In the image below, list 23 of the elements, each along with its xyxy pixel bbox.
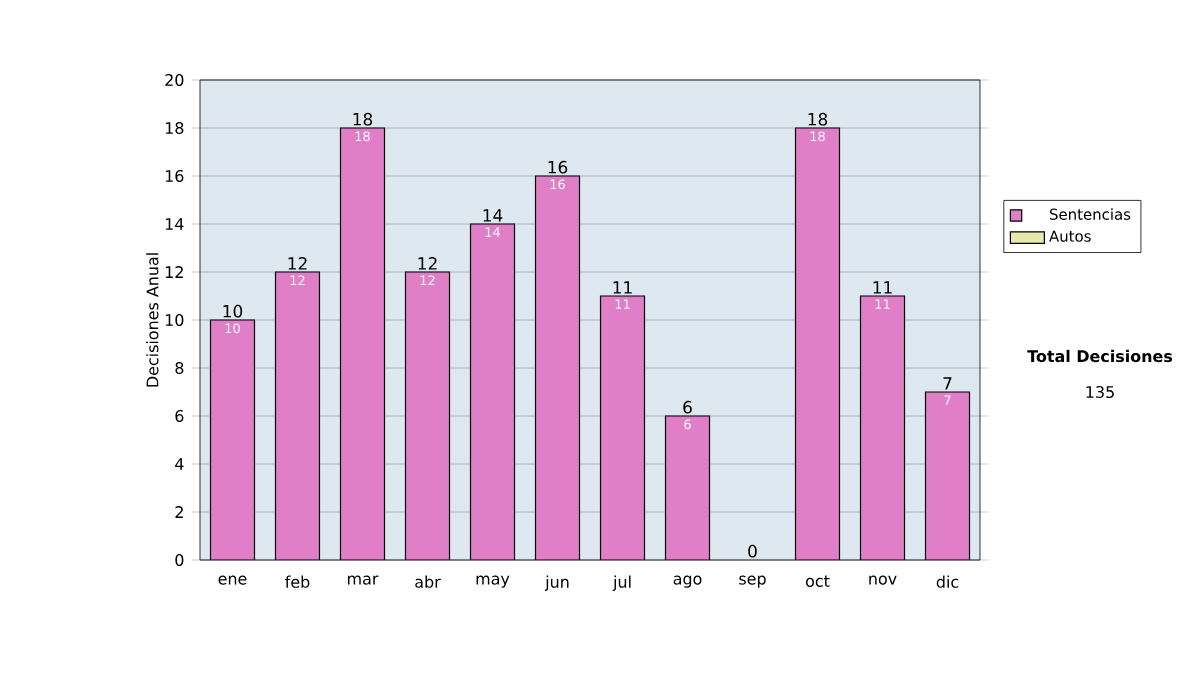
bar: [794, 127, 841, 560]
total-label: 0: [748, 544, 757, 558]
bar: [275, 272, 320, 560]
bar: [405, 272, 450, 560]
bar: [600, 296, 645, 560]
total-label: 18: [353, 112, 373, 126]
bar: [665, 416, 710, 560]
total-label: 14: [483, 209, 503, 222]
total-label: 11: [873, 281, 892, 294]
total-label: 12: [418, 257, 437, 270]
total-label: 6: [683, 400, 692, 414]
total-label: 11: [613, 281, 632, 294]
total-label: 7: [943, 377, 952, 390]
total-label: 10: [223, 304, 243, 318]
total-label: 12: [288, 257, 307, 270]
total-label: 16: [548, 160, 568, 174]
bar: [924, 391, 971, 560]
bar: [210, 320, 255, 560]
bar: [470, 224, 515, 560]
bar: [535, 175, 580, 560]
total-label: 18: [808, 112, 828, 126]
bar: [340, 127, 385, 560]
bar: [859, 295, 906, 560]
